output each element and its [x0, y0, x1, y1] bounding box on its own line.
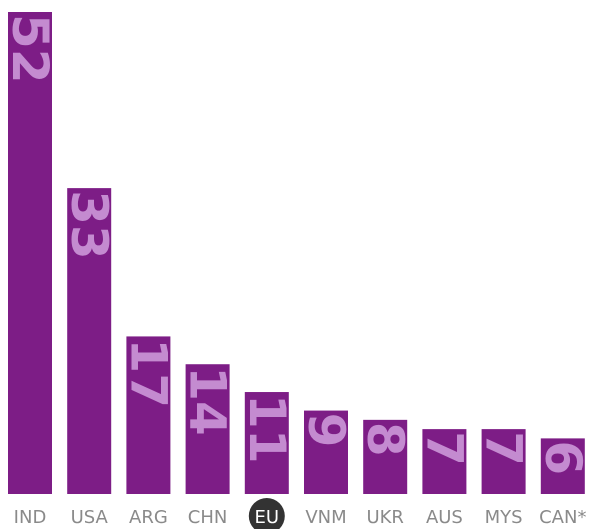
value-label: 6	[534, 440, 592, 475]
bar	[540, 438, 585, 494]
x-tick-label: CHN	[188, 507, 228, 528]
bar	[8, 12, 52, 494]
value-label: 9	[297, 413, 355, 448]
bar	[244, 392, 289, 494]
bar	[422, 429, 467, 494]
x-tick-label: EU	[255, 507, 280, 528]
x-tick-label: CAN*	[539, 507, 586, 528]
value-label: 14	[179, 366, 237, 436]
value-label: 33	[60, 190, 118, 260]
bar	[126, 336, 171, 494]
bar	[481, 429, 526, 494]
x-tick-label: VNM	[305, 507, 346, 528]
value-label: 17	[119, 338, 177, 408]
bar	[304, 410, 348, 494]
value-label: 11	[238, 394, 296, 464]
x-tick-label: MYS	[485, 507, 523, 528]
value-label: 7	[415, 431, 473, 466]
value-label: 52	[1, 14, 59, 84]
bar	[67, 188, 112, 494]
x-tick-label: ARG	[129, 507, 168, 528]
x-tick-label: AUS	[426, 507, 463, 528]
value-label: 7	[475, 431, 533, 466]
x-tick-label: USA	[71, 507, 109, 528]
value-label: 8	[356, 422, 414, 457]
x-tick-label: UKR	[366, 507, 404, 528]
highlight-circle	[248, 498, 285, 529]
x-tick-label: IND	[14, 507, 47, 528]
bar	[363, 419, 408, 494]
bar	[185, 364, 230, 494]
